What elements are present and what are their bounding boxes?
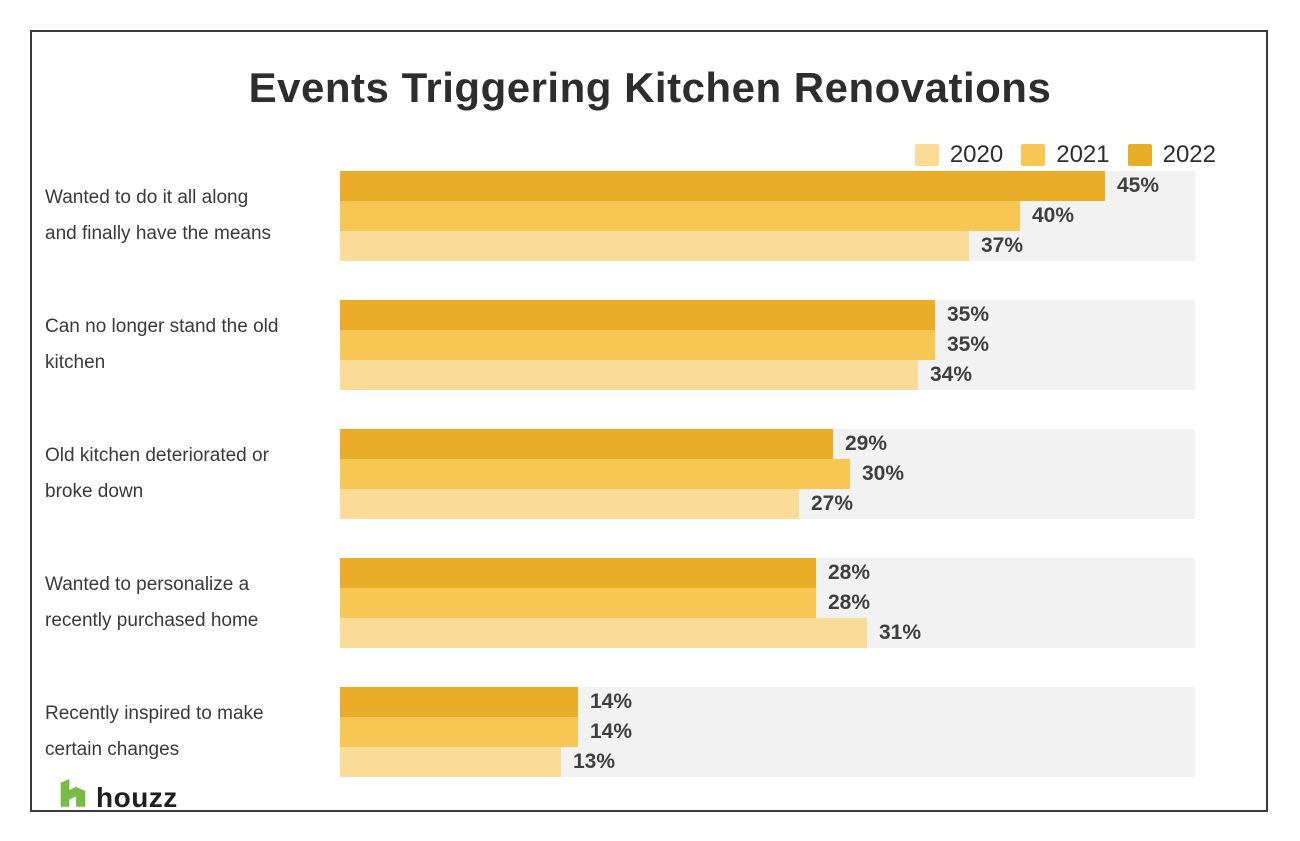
chart-row: Recently inspired to make certain changes… (0, 687, 1300, 777)
bar-2022 (340, 429, 833, 459)
bar-value-label: 45% (1117, 174, 1160, 197)
bar-2022 (340, 558, 816, 588)
bar-value-label: 40% (1032, 204, 1075, 227)
bar-track: 45% 40% 37% (340, 171, 1195, 261)
bar-2021 (340, 588, 816, 618)
houzz-branding: houzz (58, 776, 178, 813)
category-label-line: kitchen (45, 352, 106, 373)
bar-2020 (340, 489, 799, 519)
legend-label: 2020 (949, 141, 1004, 168)
legend-label: 2022 (1162, 141, 1216, 168)
bar-value-label: 31% (879, 621, 922, 644)
bar-2022 (340, 171, 1105, 201)
category-label-line: Can no longer stand the old (45, 316, 279, 337)
category-label-line: Wanted to personalize a (45, 574, 250, 595)
bar-track: 28% 28% 31% (340, 558, 1195, 648)
legend-item-2020: 2020 (914, 141, 1004, 169)
bar-2021 (340, 201, 1020, 231)
bar-value-label: 30% (862, 462, 905, 485)
bar-2022 (340, 687, 578, 717)
bar-2020 (340, 747, 561, 777)
chart-legend: 2020 2021 2022 (914, 141, 1216, 169)
houzz-h-icon (58, 776, 88, 813)
bar-track: 35% 35% 34% (340, 300, 1195, 390)
category-label-line: Old kitchen deteriorated or (45, 445, 269, 466)
category-label: Wanted to do it all along and finally hav… (45, 180, 335, 252)
bar-track: 14% 14% 13% (340, 687, 1195, 777)
bar-value-label: 28% (828, 561, 871, 584)
category-label-line: broke down (45, 481, 144, 502)
chart-row: Old kitchen deteriorated or broke down 29%… (0, 429, 1300, 519)
bar-2021 (340, 330, 935, 360)
category-label-line: and finally have the means (45, 223, 272, 244)
houzz-wordmark: houzz (96, 782, 178, 813)
chart-frame-border (30, 30, 1268, 812)
category-label-line: Recently inspired to make (45, 703, 264, 724)
bar-2020 (340, 618, 867, 648)
bar-value-label: 35% (947, 303, 990, 326)
bar-track: 29% 30% 27% (340, 429, 1195, 519)
legend-swatch-2020 (914, 144, 939, 166)
chart-title: Events Triggering Kitchen Renovations (248, 64, 1052, 111)
bar-2021 (340, 459, 850, 489)
bar-value-label: 37% (981, 234, 1024, 257)
chart-row: Wanted to personalize a recently purchase… (0, 558, 1300, 648)
bar-value-label: 27% (811, 492, 854, 515)
bar-value-label: 34% (930, 363, 973, 386)
legend-item-2021: 2021 (1021, 141, 1110, 169)
chart-row: Wanted to do it all along and finally hav… (0, 171, 1300, 261)
bar-2020 (340, 231, 969, 261)
category-label: Can no longer stand the old kitchen (45, 309, 335, 381)
legend-label: 2021 (1056, 141, 1110, 168)
bar-value-label: 14% (590, 690, 633, 713)
legend-swatch-2021 (1021, 144, 1046, 166)
category-label: Wanted to personalize a recently purchase… (45, 567, 335, 639)
category-label: Recently inspired to make certain changes (45, 696, 335, 768)
bar-value-label: 28% (828, 591, 871, 614)
category-label-line: recently purchased home (45, 610, 259, 631)
chart-row: Can no longer stand the old kitchen 35% 35%… (0, 300, 1300, 390)
bar-value-label: 13% (573, 750, 616, 773)
bar-value-label: 29% (845, 432, 888, 455)
bar-2020 (340, 360, 918, 390)
legend-swatch-2022 (1127, 144, 1152, 166)
legend-item-2022: 2022 (1127, 141, 1216, 169)
category-label-line: Wanted to do it all along (45, 187, 249, 208)
category-label-line: certain changes (45, 739, 180, 760)
bar-2022 (340, 300, 935, 330)
category-label: Old kitchen deteriorated or broke down (45, 438, 335, 510)
bar-value-label: 14% (590, 720, 633, 743)
bar-2021 (340, 717, 578, 747)
bar-value-label: 35% (947, 333, 990, 356)
